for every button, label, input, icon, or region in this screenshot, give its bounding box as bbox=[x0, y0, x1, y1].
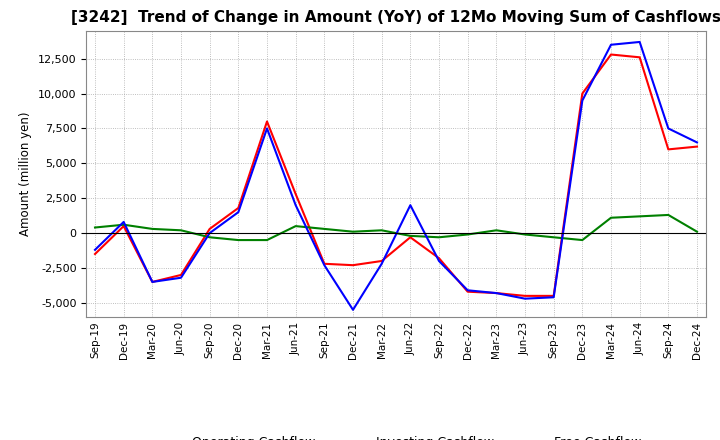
Line: Operating Cashflow: Operating Cashflow bbox=[95, 55, 697, 296]
Operating Cashflow bbox=[464, 289, 472, 294]
Operating Cashflow bbox=[263, 119, 271, 124]
Free Cashflow bbox=[91, 247, 99, 253]
Operating Cashflow bbox=[607, 52, 616, 57]
Free Cashflow bbox=[492, 290, 500, 296]
Y-axis label: Amount (million yen): Amount (million yen) bbox=[19, 112, 32, 236]
Investing Cashflow bbox=[693, 229, 701, 235]
Free Cashflow bbox=[292, 202, 300, 208]
Operating Cashflow bbox=[578, 91, 587, 96]
Operating Cashflow bbox=[549, 293, 558, 298]
Operating Cashflow bbox=[348, 263, 357, 268]
Investing Cashflow bbox=[435, 235, 444, 240]
Investing Cashflow bbox=[664, 213, 672, 218]
Free Cashflow bbox=[464, 288, 472, 293]
Investing Cashflow bbox=[492, 227, 500, 233]
Operating Cashflow bbox=[205, 226, 214, 231]
Free Cashflow bbox=[406, 202, 415, 208]
Investing Cashflow bbox=[234, 238, 243, 243]
Legend: Operating Cashflow, Investing Cashflow, Free Cashflow: Operating Cashflow, Investing Cashflow, … bbox=[146, 431, 646, 440]
Investing Cashflow bbox=[607, 215, 616, 220]
Free Cashflow bbox=[635, 39, 644, 44]
Title: [3242]  Trend of Change in Amount (YoY) of 12Mo Moving Sum of Cashflows: [3242] Trend of Change in Amount (YoY) o… bbox=[71, 11, 720, 26]
Line: Free Cashflow: Free Cashflow bbox=[95, 42, 697, 310]
Operating Cashflow bbox=[176, 272, 185, 278]
Investing Cashflow bbox=[176, 227, 185, 233]
Investing Cashflow bbox=[406, 233, 415, 238]
Investing Cashflow bbox=[549, 235, 558, 240]
Operating Cashflow bbox=[693, 144, 701, 149]
Free Cashflow bbox=[176, 275, 185, 280]
Operating Cashflow bbox=[120, 224, 128, 229]
Operating Cashflow bbox=[292, 191, 300, 197]
Investing Cashflow bbox=[292, 224, 300, 229]
Investing Cashflow bbox=[205, 235, 214, 240]
Operating Cashflow bbox=[635, 55, 644, 60]
Operating Cashflow bbox=[234, 205, 243, 211]
Operating Cashflow bbox=[521, 293, 529, 298]
Free Cashflow bbox=[348, 307, 357, 312]
Investing Cashflow bbox=[578, 238, 587, 243]
Free Cashflow bbox=[549, 295, 558, 300]
Operating Cashflow bbox=[320, 261, 328, 267]
Investing Cashflow bbox=[521, 232, 529, 237]
Investing Cashflow bbox=[635, 214, 644, 219]
Operating Cashflow bbox=[377, 258, 386, 264]
Free Cashflow bbox=[693, 140, 701, 145]
Free Cashflow bbox=[578, 98, 587, 103]
Investing Cashflow bbox=[91, 225, 99, 230]
Free Cashflow bbox=[320, 263, 328, 268]
Free Cashflow bbox=[120, 219, 128, 224]
Investing Cashflow bbox=[464, 232, 472, 237]
Operating Cashflow bbox=[148, 279, 157, 285]
Investing Cashflow bbox=[320, 226, 328, 231]
Operating Cashflow bbox=[435, 256, 444, 261]
Free Cashflow bbox=[377, 261, 386, 267]
Investing Cashflow bbox=[348, 229, 357, 235]
Operating Cashflow bbox=[406, 235, 415, 240]
Line: Investing Cashflow: Investing Cashflow bbox=[95, 215, 697, 240]
Free Cashflow bbox=[664, 126, 672, 131]
Free Cashflow bbox=[521, 296, 529, 301]
Free Cashflow bbox=[607, 42, 616, 48]
Operating Cashflow bbox=[664, 147, 672, 152]
Free Cashflow bbox=[435, 258, 444, 264]
Investing Cashflow bbox=[120, 222, 128, 227]
Investing Cashflow bbox=[148, 226, 157, 231]
Investing Cashflow bbox=[263, 238, 271, 243]
Operating Cashflow bbox=[91, 251, 99, 257]
Free Cashflow bbox=[205, 231, 214, 236]
Free Cashflow bbox=[234, 209, 243, 215]
Free Cashflow bbox=[148, 279, 157, 285]
Free Cashflow bbox=[263, 126, 271, 131]
Operating Cashflow bbox=[492, 290, 500, 296]
Investing Cashflow bbox=[377, 227, 386, 233]
